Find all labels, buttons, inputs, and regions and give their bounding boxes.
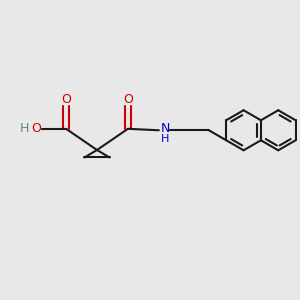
Text: H: H bbox=[161, 134, 170, 143]
Text: O: O bbox=[61, 93, 71, 106]
Text: H: H bbox=[20, 122, 29, 135]
Text: N: N bbox=[160, 122, 170, 135]
Text: O: O bbox=[123, 93, 133, 106]
Text: O: O bbox=[31, 122, 41, 135]
